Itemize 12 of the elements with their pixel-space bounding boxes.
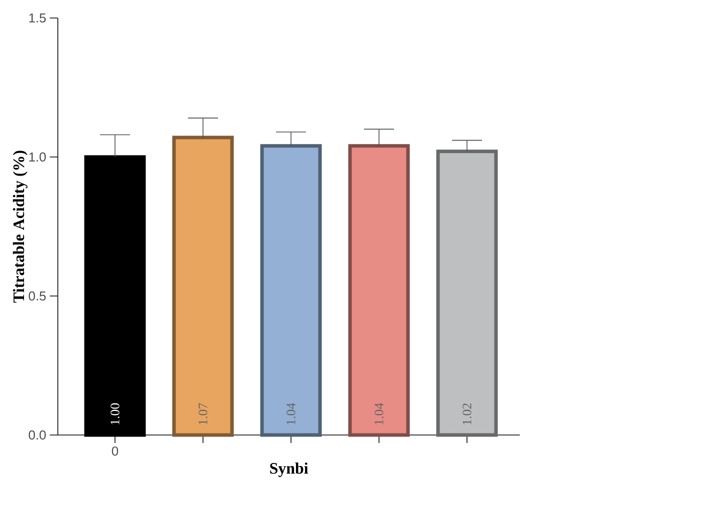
data-label: 1.04 xyxy=(374,402,384,424)
y-tick-label: 0.0 xyxy=(28,430,46,440)
data-label: 1.00 xyxy=(110,403,120,424)
y-tick-label: 0.5 xyxy=(28,291,46,301)
data-label: 1.07 xyxy=(198,403,208,424)
y-axis-title: Titratable Acidity (%) xyxy=(12,150,28,303)
data-label: 1.04 xyxy=(286,402,296,424)
data-label: 1.02 xyxy=(462,404,472,424)
y-tick-label: 1.5 xyxy=(29,13,46,22)
y-tick-label: 1.0 xyxy=(29,152,46,162)
x-tick-label: 0 xyxy=(112,446,118,456)
x-axis-title: Synbi xyxy=(270,462,308,478)
